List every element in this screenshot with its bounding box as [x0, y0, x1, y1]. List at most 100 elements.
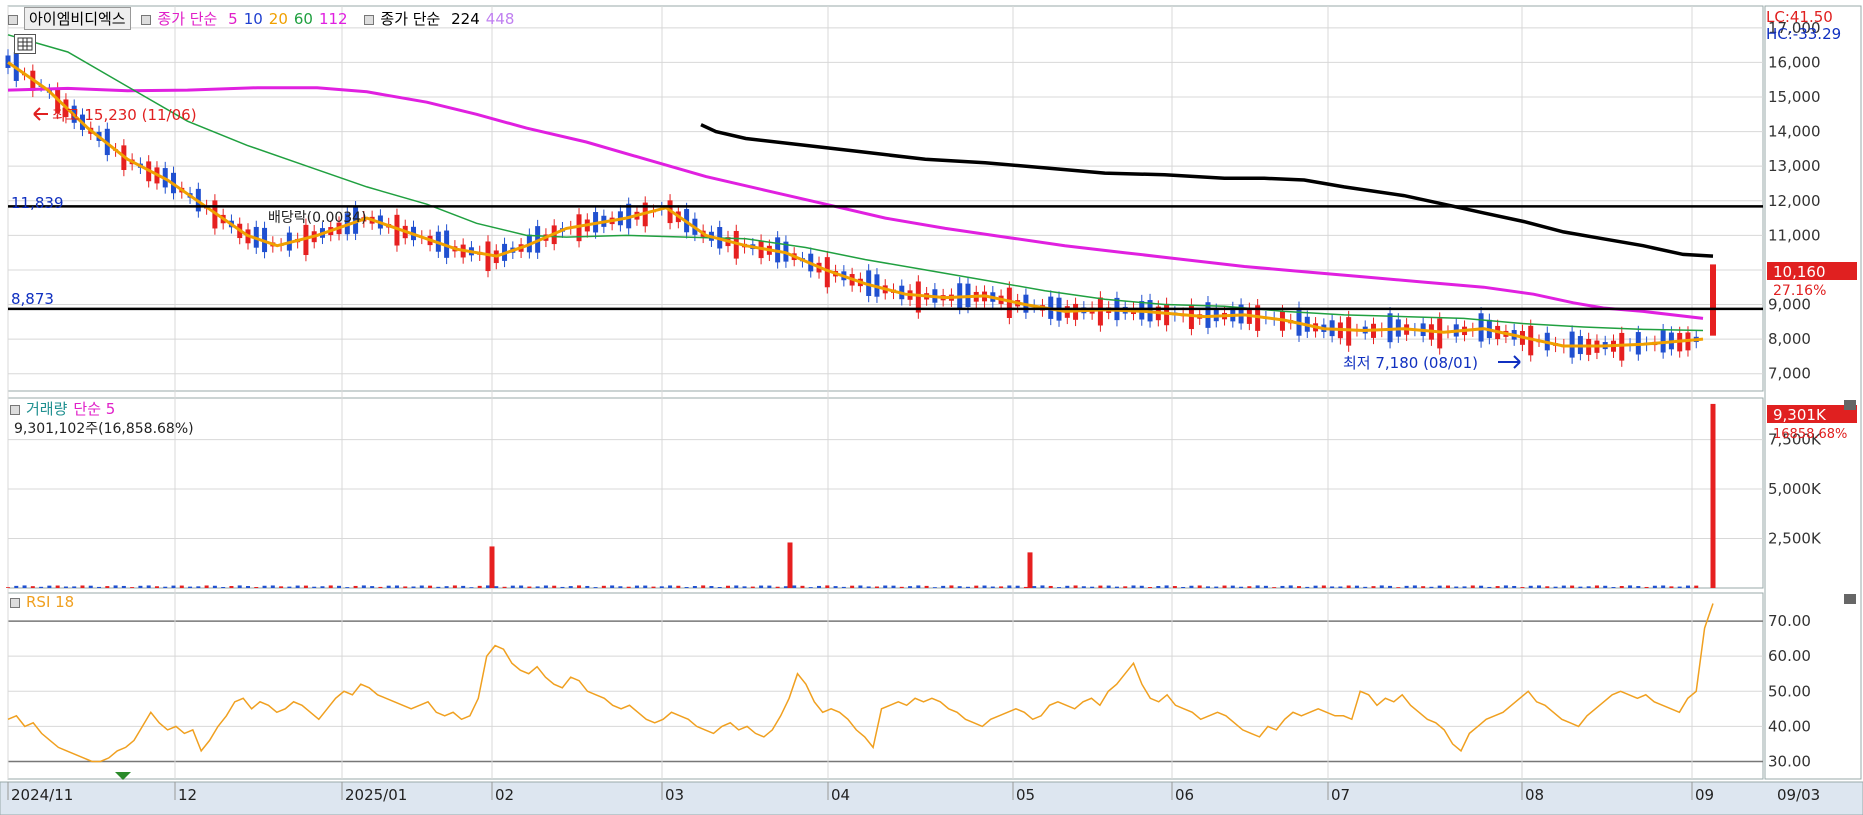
- volume-bar: [452, 585, 457, 588]
- candle-body: [1346, 317, 1352, 346]
- rsi-pane[interactable]: [7, 592, 1764, 780]
- volume-bar: [974, 585, 979, 588]
- stock-name-button[interactable]: 아이엠비디엑스: [24, 7, 131, 30]
- volume-bar: [312, 586, 317, 588]
- rsi-close-icon[interactable]: [1844, 594, 1856, 604]
- rsi-tick-label: 30.00: [1768, 752, 1811, 770]
- candle-body: [394, 214, 400, 246]
- volume-bar: [858, 585, 863, 588]
- volume-tick-label: 7,500K: [1768, 431, 1822, 449]
- volume-bar: [436, 586, 441, 588]
- volume-bar: [370, 586, 375, 588]
- volume-bar: [767, 585, 772, 588]
- price-tick-label: 9,000: [1768, 296, 1811, 314]
- volume-bar: [916, 585, 921, 588]
- rsi-tick-label: 40.00: [1768, 717, 1811, 735]
- volume-bar: [568, 586, 573, 588]
- volume-bar: [237, 585, 242, 588]
- x-axis-bar: [0, 781, 1863, 815]
- volume-bar: [245, 586, 250, 588]
- volume-bars: [6, 403, 1716, 588]
- volume-bar: [1214, 586, 1219, 588]
- candle-body: [1387, 313, 1393, 343]
- volume-bar: [899, 586, 904, 588]
- volume-bar: [1669, 586, 1674, 588]
- volume-bar: [1313, 585, 1318, 588]
- volume-bar: [72, 586, 77, 588]
- volume-title: 거래량: [26, 400, 68, 418]
- price-badge-bg: [1767, 262, 1857, 280]
- volume-bar: [1098, 585, 1103, 588]
- volume-bar: [957, 586, 962, 588]
- volume-spike: [489, 546, 495, 588]
- volume-bar: [1239, 586, 1244, 588]
- table-toggle-icon[interactable]: [14, 34, 36, 54]
- volume-summary: 9,301,102주(16,858.68%): [14, 421, 194, 437]
- volume-bar: [924, 585, 929, 588]
- high-arrow-icon: [33, 107, 48, 121]
- volume-bar: [817, 585, 822, 588]
- volume-bar: [1330, 586, 1335, 588]
- x-tick-label: 09/03: [1777, 786, 1820, 804]
- volume-bar: [1148, 587, 1153, 588]
- volume-bar: [1139, 585, 1144, 588]
- volume-bar: [105, 586, 110, 588]
- volume-bar: [337, 585, 342, 588]
- volume-bar: [171, 585, 176, 588]
- volume-bar: [1363, 586, 1368, 588]
- volume-bar: [1354, 585, 1359, 588]
- volume-bar: [610, 585, 615, 588]
- volume-bar: [1470, 585, 1475, 588]
- candle-body: [5, 55, 11, 68]
- volume-bar: [270, 585, 275, 588]
- volume-bar: [1537, 585, 1542, 588]
- volume-bar: [908, 586, 913, 588]
- volume-bar: [179, 585, 184, 588]
- candle-body: [485, 241, 491, 272]
- volume-bar: [221, 587, 226, 588]
- volume-bar: [717, 586, 722, 588]
- volume-close-icon[interactable]: [1844, 400, 1856, 410]
- volume-bar: [1437, 585, 1442, 588]
- price-tick-label: 8,000: [1768, 330, 1811, 348]
- volume-bar: [163, 586, 168, 588]
- volume-bar: [692, 586, 697, 588]
- volume-bar: [874, 586, 879, 588]
- volume-bar: [841, 586, 846, 588]
- volume-bar: [1528, 585, 1533, 588]
- volume-bar: [1694, 585, 1699, 588]
- volume-bar: [560, 586, 565, 588]
- volume-bar: [577, 585, 582, 588]
- volume-bar: [850, 585, 855, 588]
- ma-line-224: [700, 123, 1714, 258]
- volume-bar: [659, 586, 664, 588]
- volume-bar: [1338, 586, 1343, 588]
- price-header: 아이엠비디엑스 종가 단순 5 10 20 60 112 종가 단순 224 448: [8, 7, 526, 30]
- ma-line-60: [7, 34, 1704, 332]
- volume-bar: [30, 586, 35, 588]
- candle-body: [1006, 287, 1012, 318]
- price-pane[interactable]: [7, 5, 1764, 392]
- volume-bar: [154, 586, 159, 588]
- x-tick-label: 2025/01: [345, 786, 407, 804]
- volume-bar: [676, 585, 681, 588]
- volume-bar: [403, 586, 408, 588]
- volume-bar: [1429, 586, 1434, 588]
- volume-bar: [1280, 585, 1285, 588]
- signal-triangle-icon: [115, 772, 131, 780]
- ma-label: 종가 단순: [157, 10, 218, 28]
- volume-bar: [1570, 585, 1575, 588]
- volume-bar: [519, 585, 524, 588]
- volume-bar: [1421, 586, 1426, 588]
- volume-bar: [14, 585, 19, 588]
- volume-bar: [303, 585, 308, 588]
- volume-bar: [428, 585, 433, 588]
- candle-body: [1619, 332, 1625, 361]
- volume-bar: [419, 585, 424, 588]
- volume-pane[interactable]: [7, 397, 1764, 589]
- volume-bar: [1015, 585, 1020, 588]
- volume-bar: [1081, 586, 1086, 588]
- volume-bar: [866, 586, 871, 588]
- x-axis-labels: 2024/11 12 2025/01 02 03 04 05 06 07 08 09 09/03: [7, 782, 1820, 804]
